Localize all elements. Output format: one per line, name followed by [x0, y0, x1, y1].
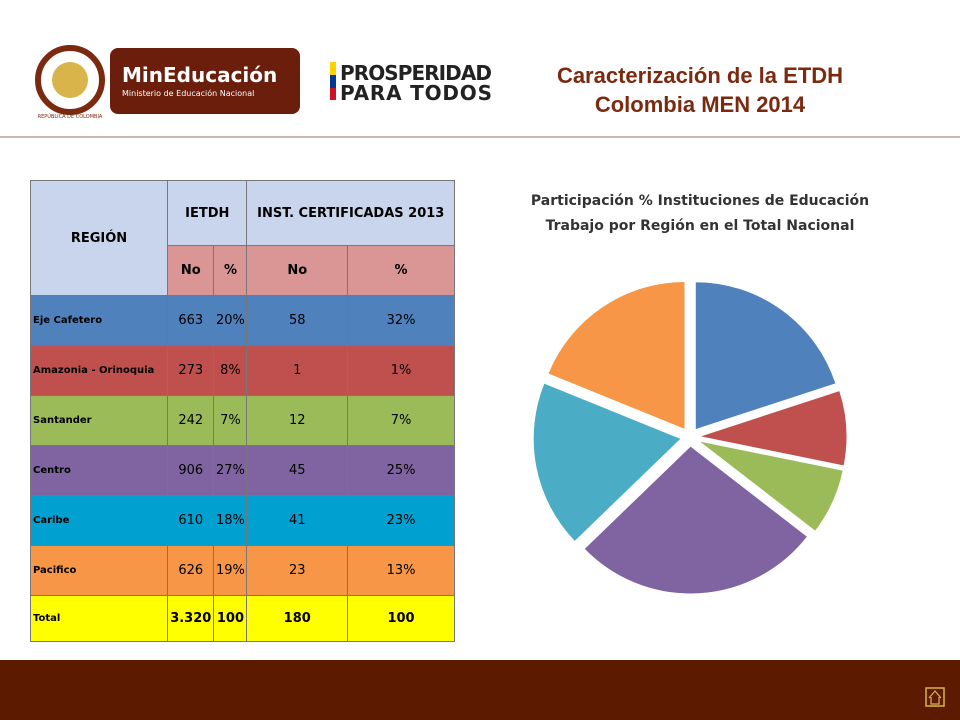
value-cell: 626	[167, 545, 215, 596]
value-cell: 19%	[213, 545, 248, 596]
footer-bar	[0, 660, 960, 720]
value-cell: 610	[167, 495, 215, 546]
value-cell: 7%	[347, 395, 455, 446]
pie-slice	[532, 382, 683, 543]
pie-slice	[547, 281, 686, 431]
value-cell: 8%	[213, 345, 248, 396]
value-cell: 32%	[347, 295, 455, 346]
crest-shield	[52, 62, 88, 98]
pie-slice	[697, 440, 844, 533]
value-cell: 242	[167, 395, 215, 446]
value-cell: 906	[167, 445, 215, 496]
value-cell: 1%	[347, 345, 455, 396]
value-cell: 180	[246, 595, 349, 642]
region-cell: Pacifico	[29, 545, 169, 596]
value-cell: 20%	[213, 295, 248, 346]
value-cell: 41	[246, 495, 349, 546]
value-cell: 23	[246, 545, 349, 596]
logo-box	[110, 48, 300, 114]
value-cell: 100	[347, 595, 455, 642]
home-button[interactable]	[925, 687, 945, 707]
chart-title: Participación % Instituciones de Educaci…	[531, 193, 869, 209]
pie-slice	[694, 281, 837, 431]
table-row: Pacifico 626 19% 23 13%	[29, 545, 455, 596]
header-cell: INST. CERTIFICADAS 2013	[246, 180, 455, 246]
value-cell: 1	[246, 345, 349, 396]
value-cell: 13%	[347, 545, 455, 596]
region-cell: Total	[29, 595, 169, 642]
value-cell: 18%	[213, 495, 248, 546]
crest-text: REPÚBLICA DE COLOMBIA	[38, 113, 103, 120]
region-cell: Eje Cafetero	[29, 295, 169, 346]
value-cell: 12	[246, 395, 349, 446]
table-row: Centro 906 27% 45 25%	[29, 445, 455, 496]
subheader-cell: %	[347, 245, 455, 296]
pie-slice	[697, 389, 848, 467]
value-cell: 273	[167, 345, 215, 396]
slide-title: Colombia MEN 2014	[595, 92, 806, 117]
value-cell: 23%	[347, 495, 455, 546]
value-cell: 25%	[347, 445, 455, 496]
subheader-cell: %	[213, 245, 248, 296]
value-cell: 7%	[213, 395, 248, 446]
slogan: PROSPERIDAD	[340, 61, 492, 85]
flag-bar	[330, 75, 336, 88]
value-cell: 27%	[213, 445, 248, 496]
region-cell: Caribe	[29, 495, 169, 546]
table-row: Amazonia - Orinoquia 273 8% 1 1%	[29, 345, 455, 396]
value-cell: 58	[246, 295, 349, 346]
header-cell: IETDH	[167, 180, 248, 246]
header-cell: REGIÓN	[29, 180, 169, 296]
slogan: PARA TODOS	[340, 81, 492, 105]
logo-text: MinEducación	[122, 63, 277, 87]
slide-title: Caracterización de la ETDH	[557, 63, 843, 88]
pie	[532, 281, 848, 595]
value-cell: 663	[167, 295, 215, 346]
table-row: Total 3.320 100 180 100	[29, 595, 455, 642]
subheader-cell: No	[246, 245, 349, 296]
home-icon	[928, 690, 942, 705]
table-row: Santander 242 7% 12 7%	[29, 395, 455, 446]
subheader-cell: No	[167, 245, 215, 296]
region-cell: Santander	[29, 395, 169, 446]
value-cell: 3.320	[167, 595, 215, 642]
logo-subtext: Ministerio de Educación Nacional	[122, 88, 254, 98]
pie-slice	[583, 445, 809, 595]
data-table: REGIÓN IETDH INST. CERTIFICADAS 2013 No% No…	[29, 180, 455, 642]
value-cell: 45	[246, 445, 349, 496]
flag-bar	[330, 88, 336, 100]
region-cell: Centro	[29, 445, 169, 496]
table-row: Eje Cafetero 663 20% 58 32%	[29, 295, 455, 346]
value-cell: 100	[213, 595, 248, 642]
region-cell: Amazonia - Orinoquia	[29, 345, 169, 396]
table-row: Caribe 610 18% 41 23%	[29, 495, 455, 546]
chart-title: Trabajo por Región en el Total Nacional	[546, 218, 855, 234]
